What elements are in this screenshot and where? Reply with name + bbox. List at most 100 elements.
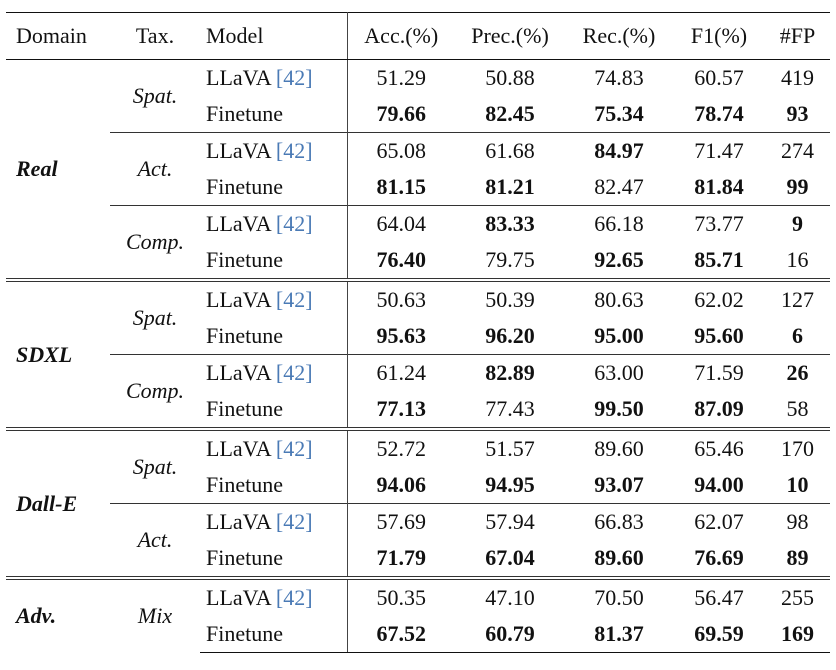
metric-cell: 74.83 xyxy=(594,65,644,90)
metric-cell: 51.57 xyxy=(455,427,565,467)
column-header: #FP xyxy=(765,12,830,60)
metric-cell: 79.75 xyxy=(485,247,535,272)
table-body: Real Spat. LLaVA [42] 51.29 50.88 74.83 60.57 4… xyxy=(6,59,830,653)
metric-cell: 81.84 xyxy=(694,174,744,199)
metric-cell: 93.07 xyxy=(594,472,644,497)
table-row: Adv. Mix LLaVA [42] 50.35 47.10 70.50 56.47 255 xyxy=(6,576,830,653)
model-name: LLaVA xyxy=(206,287,271,312)
model-cell: Finetune xyxy=(200,169,348,206)
column-header: Tax. xyxy=(110,12,200,60)
model-name: LLaVA xyxy=(206,509,271,534)
metric-cell: 52.72 xyxy=(347,427,455,467)
metric-cell: 89.60 xyxy=(594,545,644,570)
metric-cell: 77.43 xyxy=(485,396,535,421)
model-name: Finetune xyxy=(206,621,283,646)
metric-cell: 51.29 xyxy=(376,65,427,90)
model-cell: Finetune xyxy=(200,467,348,504)
model-name: Finetune xyxy=(206,472,283,497)
metric-cell: 76.40 xyxy=(376,247,427,272)
citation: [42] xyxy=(275,287,313,312)
citation: [42] xyxy=(275,585,313,610)
metric-cell: 92.65 xyxy=(594,247,644,272)
model-cell: Finetune xyxy=(200,540,348,578)
column-header: Model xyxy=(200,12,348,60)
model-cell: Finetune xyxy=(200,318,348,355)
metric-cell: 93 xyxy=(786,101,809,126)
citation: [42] xyxy=(275,509,313,534)
metric-cell: 81.37 xyxy=(565,616,673,653)
metric-cell: 60.79 xyxy=(455,616,565,653)
table-row: Act. LLaVA [42] 65.08 61.68 84.97 71.47 274 xyxy=(6,132,830,206)
metric-cell: 61.24 xyxy=(347,354,455,391)
column-header: Domain xyxy=(6,12,110,60)
domain-cell: Dall-E xyxy=(6,427,110,578)
table-row: Finetune 95.63 96.20 95.00 95.60 6 xyxy=(6,318,830,355)
table-row: SDXL Spat. LLaVA [42] 50.63 50.39 80.63 62.02 1… xyxy=(6,278,830,429)
metric-cell: 16 xyxy=(786,247,809,272)
table-row: Comp. LLaVA [42] 64.04 83.33 66.18 73.77 9 xyxy=(6,205,830,280)
metric-cell: 47.10 xyxy=(455,576,565,616)
metric-cell: 419 xyxy=(781,65,814,90)
taxonomy-cell: Act. xyxy=(110,132,200,206)
taxonomy-cell: Comp. xyxy=(110,205,200,280)
metric-cell: 95.63 xyxy=(376,323,427,348)
metric-cell: 65.46 xyxy=(673,427,765,467)
metric-cell: 67.52 xyxy=(347,616,455,653)
column-header: F1(%) xyxy=(673,12,765,60)
citation: [42] xyxy=(275,138,313,163)
model-name: LLaVA xyxy=(206,360,271,385)
metric-cell: 65.08 xyxy=(347,132,455,169)
metric-cell: 61.68 xyxy=(455,132,565,169)
model-name: Finetune xyxy=(206,247,283,272)
metric-cell: 274 xyxy=(765,132,830,169)
metric-cell: 82.47 xyxy=(594,174,644,199)
model-cell: LLaVA [42] xyxy=(200,427,348,467)
metric-cell: 50.39 xyxy=(455,278,565,318)
domain-cell: Adv. xyxy=(6,576,110,653)
metric-cell: 57.94 xyxy=(455,503,565,540)
table-row: Comp. LLaVA [42] 61.24 82.89 63.00 71.59 26 xyxy=(6,354,830,429)
model-name: Finetune xyxy=(206,545,283,570)
model-name: Finetune xyxy=(206,174,283,199)
table-row: Finetune 77.13 77.43 99.50 87.09 58 xyxy=(6,391,830,429)
metric-cell: 50.88 xyxy=(485,65,535,90)
metric-cell: 26 xyxy=(765,354,830,391)
domain-cell: SDXL xyxy=(6,278,110,429)
metric-cell: 95.00 xyxy=(594,323,644,348)
metric-cell: 99.50 xyxy=(594,396,644,421)
metric-cell: 94.06 xyxy=(376,472,427,497)
model-name: LLaVA xyxy=(206,65,271,90)
metric-cell: 63.00 xyxy=(565,354,673,391)
metric-cell: 87.09 xyxy=(694,396,744,421)
metric-cell: 85.71 xyxy=(694,247,744,272)
metric-cell: 79.66 xyxy=(376,101,427,126)
metric-cell: 66.83 xyxy=(565,503,673,540)
taxonomy-cell: Spat. xyxy=(132,83,178,108)
model-cell: LLaVA [42] xyxy=(200,205,348,242)
metric-cell: 94.00 xyxy=(694,472,744,497)
model-cell: Finetune xyxy=(200,391,348,429)
model-cell: Finetune xyxy=(200,96,348,133)
column-header: Rec.(%) xyxy=(565,12,673,60)
citation: [42] xyxy=(275,65,313,90)
metric-cell: 60.57 xyxy=(694,65,744,90)
metric-cell: 169 xyxy=(765,616,830,653)
table-row: Real Spat. LLaVA [42] 51.29 50.88 74.83 60.57 4… xyxy=(6,59,830,181)
metric-cell: 6 xyxy=(792,323,803,348)
domain-cell: Real xyxy=(16,156,58,181)
column-header: Acc.(%) xyxy=(347,12,455,60)
model-cell: Finetune xyxy=(200,616,348,653)
taxonomy-cell: Spat. xyxy=(110,278,200,355)
metric-cell: 9 xyxy=(765,205,830,242)
metric-cell: 84.97 xyxy=(565,132,673,169)
model-name: LLaVA xyxy=(206,138,271,163)
metric-cell: 80.63 xyxy=(565,278,673,318)
metric-cell: 62.02 xyxy=(673,278,765,318)
metric-cell: 81.15 xyxy=(376,174,427,199)
metric-cell: 71.59 xyxy=(673,354,765,391)
model-cell: Finetune xyxy=(200,242,348,280)
metric-cell: 94.95 xyxy=(485,472,535,497)
metric-cell: 67.04 xyxy=(485,545,535,570)
metric-cell: 89.60 xyxy=(565,427,673,467)
metric-cell: 89 xyxy=(786,545,809,570)
